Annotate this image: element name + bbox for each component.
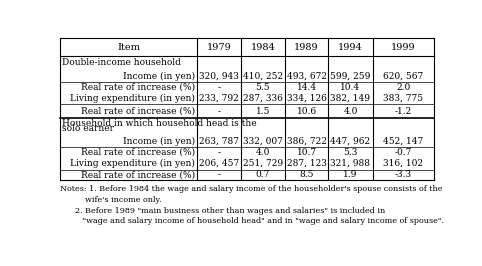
Text: Living expenditure (in yen): Living expenditure (in yen) (70, 94, 195, 103)
Text: 1.5: 1.5 (255, 107, 270, 116)
Text: 386, 722: 386, 722 (287, 136, 326, 146)
Text: 316, 102: 316, 102 (383, 159, 423, 168)
Text: 10.7: 10.7 (296, 148, 317, 157)
Text: Double-income household: Double-income household (62, 58, 181, 67)
Text: Real rate of increase (%): Real rate of increase (%) (80, 83, 195, 92)
Text: solo earner: solo earner (62, 124, 114, 133)
Text: 620, 567: 620, 567 (383, 72, 423, 80)
Text: 1984: 1984 (251, 43, 275, 52)
Text: 251, 729: 251, 729 (243, 159, 283, 168)
Text: Real rate of increase (%): Real rate of increase (%) (80, 171, 195, 179)
Text: 410, 252: 410, 252 (243, 72, 283, 80)
Text: 1989: 1989 (295, 43, 319, 52)
Text: 5.5: 5.5 (255, 83, 270, 92)
Text: 10.6: 10.6 (296, 107, 317, 116)
Text: -0.7: -0.7 (394, 148, 412, 157)
Text: Item: Item (117, 43, 140, 52)
Text: 206, 457: 206, 457 (199, 159, 239, 168)
Text: -: - (217, 83, 220, 92)
Text: Real rate of increase (%): Real rate of increase (%) (80, 107, 195, 116)
Text: 493, 672: 493, 672 (287, 72, 327, 80)
Text: 287, 123: 287, 123 (287, 159, 326, 168)
Text: 1.9: 1.9 (343, 171, 358, 179)
Text: 4.0: 4.0 (256, 148, 270, 157)
Text: 2.0: 2.0 (396, 83, 410, 92)
Text: 8.5: 8.5 (299, 171, 314, 179)
Text: 2. Before 1989 "main business other than wages and salaries" is included in: 2. Before 1989 "main business other than… (60, 207, 386, 215)
Text: 452, 147: 452, 147 (383, 136, 423, 146)
Text: 1979: 1979 (206, 43, 231, 52)
Text: 1994: 1994 (338, 43, 363, 52)
Text: 334, 126: 334, 126 (287, 94, 326, 103)
Text: wife's income only.: wife's income only. (60, 196, 162, 204)
Text: Income (in yen): Income (in yen) (122, 71, 195, 81)
Text: -: - (217, 171, 220, 179)
Text: Household in which household head is the: Household in which household head is the (62, 119, 257, 128)
Text: "wage and salary income of household head" and in "wage and salary income of spo: "wage and salary income of household hea… (60, 217, 444, 225)
Text: Income (in yen): Income (in yen) (122, 136, 195, 146)
Text: 14.4: 14.4 (296, 83, 317, 92)
Text: 10.4: 10.4 (340, 83, 361, 92)
Text: 383, 775: 383, 775 (383, 94, 423, 103)
Text: 287, 336: 287, 336 (243, 94, 283, 103)
Text: 599, 259: 599, 259 (330, 72, 371, 80)
Text: 332, 007: 332, 007 (243, 136, 283, 146)
Text: -: - (217, 148, 220, 157)
Text: Real rate of increase (%): Real rate of increase (%) (80, 148, 195, 157)
Text: 233, 792: 233, 792 (199, 94, 239, 103)
Text: Notes: 1. Before 1984 the wage and salary income of the householder's spouse con: Notes: 1. Before 1984 the wage and salar… (60, 185, 443, 193)
Text: 321, 988: 321, 988 (331, 159, 371, 168)
Text: 447, 962: 447, 962 (331, 136, 371, 146)
Text: 1999: 1999 (391, 43, 415, 52)
Text: 382, 149: 382, 149 (331, 94, 371, 103)
Text: 320, 943: 320, 943 (199, 72, 239, 80)
Text: 263, 787: 263, 787 (199, 136, 239, 146)
Text: Living expenditure (in yen): Living expenditure (in yen) (70, 159, 195, 168)
Text: -: - (217, 107, 220, 116)
Text: -1.2: -1.2 (395, 107, 412, 116)
Text: 4.0: 4.0 (343, 107, 358, 116)
Text: 0.7: 0.7 (256, 171, 270, 179)
Text: -3.3: -3.3 (395, 171, 412, 179)
Text: 5.3: 5.3 (343, 148, 358, 157)
